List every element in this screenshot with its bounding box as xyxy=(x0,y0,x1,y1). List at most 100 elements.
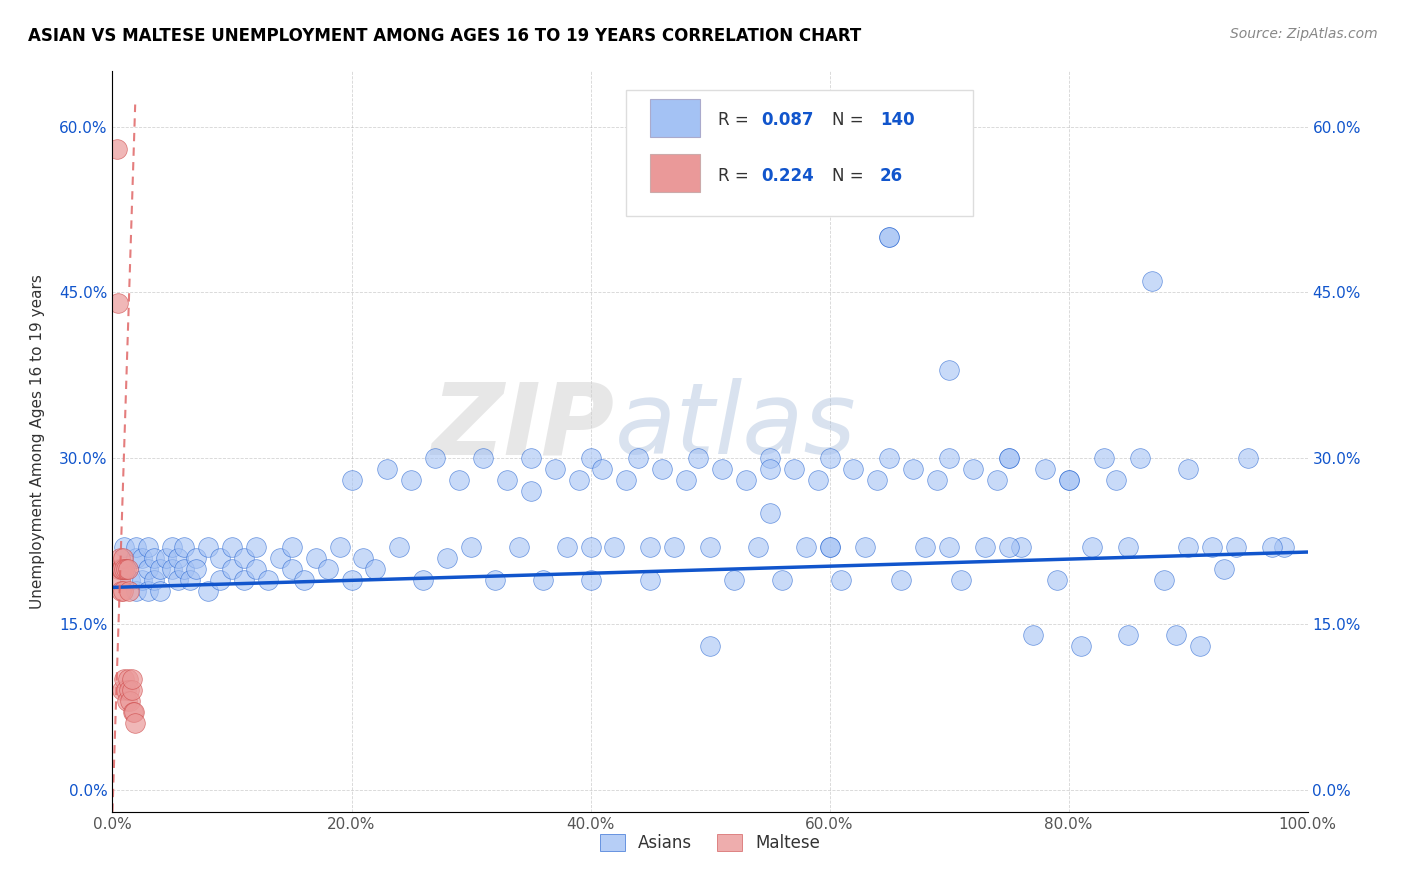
Point xyxy=(120,694,142,708)
Point xyxy=(723,573,745,587)
Point xyxy=(143,550,166,565)
Point xyxy=(111,683,134,698)
Point xyxy=(131,550,153,565)
Point xyxy=(1166,628,1188,642)
Point xyxy=(125,540,148,554)
Point xyxy=(117,672,139,686)
Point xyxy=(914,540,936,554)
Point xyxy=(998,451,1021,466)
Point xyxy=(938,540,960,554)
Point xyxy=(1081,540,1104,554)
Point xyxy=(1022,628,1045,642)
Point xyxy=(1237,451,1260,466)
Point xyxy=(818,451,841,466)
Point xyxy=(1118,628,1140,642)
Point xyxy=(879,230,901,244)
Point xyxy=(245,540,267,554)
Point xyxy=(938,451,960,466)
Point xyxy=(112,550,135,565)
Point xyxy=(112,583,135,598)
Point xyxy=(496,473,519,487)
Point xyxy=(640,540,662,554)
Text: ZIP: ZIP xyxy=(432,378,614,475)
Point xyxy=(124,716,146,731)
Point xyxy=(1272,540,1295,554)
Text: N =: N = xyxy=(832,167,869,185)
Point xyxy=(114,683,136,698)
Point xyxy=(1094,451,1116,466)
Point xyxy=(131,573,153,587)
Point xyxy=(162,540,183,554)
Point xyxy=(1142,274,1164,288)
Point xyxy=(377,462,399,476)
Point xyxy=(998,451,1021,466)
Point xyxy=(664,540,686,554)
Point xyxy=(520,484,543,499)
Point xyxy=(699,639,721,653)
Point xyxy=(412,573,434,587)
Point xyxy=(831,573,853,587)
Point xyxy=(1057,473,1080,487)
Point xyxy=(221,561,243,575)
Point xyxy=(579,451,602,466)
Point xyxy=(855,540,877,554)
Point xyxy=(114,561,135,575)
Point xyxy=(627,451,650,466)
FancyBboxPatch shape xyxy=(651,99,700,136)
Point xyxy=(186,561,208,575)
Point xyxy=(603,540,626,554)
Point xyxy=(114,540,135,554)
Point xyxy=(122,706,145,720)
Point xyxy=(807,473,830,487)
Point xyxy=(143,573,166,587)
Point xyxy=(1201,540,1223,554)
Point xyxy=(120,573,142,587)
Point xyxy=(759,507,782,521)
Legend: Asians, Maltese: Asians, Maltese xyxy=(593,828,827,859)
Point xyxy=(579,573,602,587)
Point xyxy=(108,573,131,587)
Point xyxy=(555,540,578,554)
Point xyxy=(340,473,363,487)
Text: N =: N = xyxy=(832,112,869,129)
Point xyxy=(1261,540,1284,554)
Point xyxy=(1118,540,1140,554)
Point xyxy=(592,462,614,476)
Point xyxy=(173,561,195,575)
Point xyxy=(1177,540,1199,554)
Point xyxy=(352,550,374,565)
Point xyxy=(281,561,304,575)
Point xyxy=(110,561,132,575)
Point xyxy=(747,540,769,554)
Point xyxy=(508,540,530,554)
Text: 140: 140 xyxy=(880,112,914,129)
Point xyxy=(1105,473,1128,487)
Point xyxy=(179,573,201,587)
Point xyxy=(890,573,912,587)
Text: 0.224: 0.224 xyxy=(762,167,814,185)
Point xyxy=(138,583,160,598)
Point xyxy=(167,573,190,587)
Point xyxy=(209,550,232,565)
Point xyxy=(233,573,256,587)
Point xyxy=(986,473,1008,487)
Point xyxy=(316,561,339,575)
Text: ASIAN VS MALTESE UNEMPLOYMENT AMONG AGES 16 TO 19 YEARS CORRELATION CHART: ASIAN VS MALTESE UNEMPLOYMENT AMONG AGES… xyxy=(28,27,862,45)
Point xyxy=(436,550,458,565)
Point xyxy=(125,550,148,565)
Point xyxy=(149,583,172,598)
Text: 26: 26 xyxy=(880,167,903,185)
Point xyxy=(329,540,352,554)
Point xyxy=(927,473,949,487)
Point xyxy=(138,561,160,575)
Point xyxy=(269,550,291,565)
Point xyxy=(221,540,243,554)
Text: Source: ZipAtlas.com: Source: ZipAtlas.com xyxy=(1230,27,1378,41)
Text: atlas: atlas xyxy=(614,378,856,475)
Point xyxy=(1225,540,1247,554)
Point xyxy=(167,550,190,565)
Point xyxy=(974,540,997,554)
Point xyxy=(1153,573,1175,587)
Point xyxy=(197,540,219,554)
Point xyxy=(115,694,138,708)
